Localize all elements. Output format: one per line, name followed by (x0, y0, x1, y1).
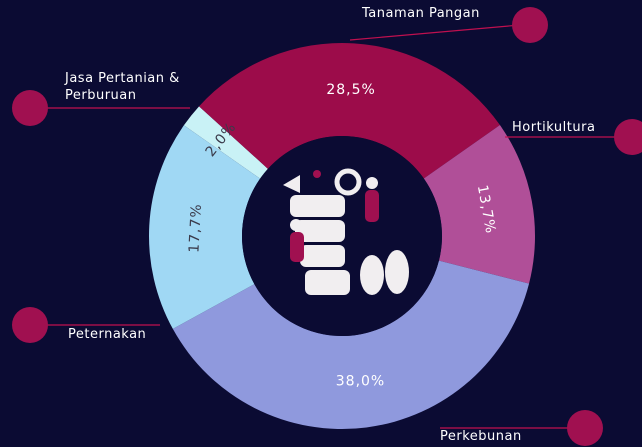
category-label: Perkebunan (440, 428, 560, 445)
chart: 2,0%28,5%13,7%38,0%17,7% (0, 0, 642, 447)
value-label: 17,7% (186, 203, 205, 253)
category-label: Peternakan (68, 326, 178, 343)
category-label: Hortikultura (512, 119, 642, 136)
category-label: Tanaman Pangan (362, 5, 522, 22)
page: 2,0%28,5%13,7%38,0%17,7% Jasa Pertanian … (0, 0, 642, 447)
value-label: 38,0% (336, 373, 385, 389)
value-label: 28,5% (326, 82, 375, 98)
category-label: Jasa Pertanian & Perburuan (65, 70, 195, 104)
